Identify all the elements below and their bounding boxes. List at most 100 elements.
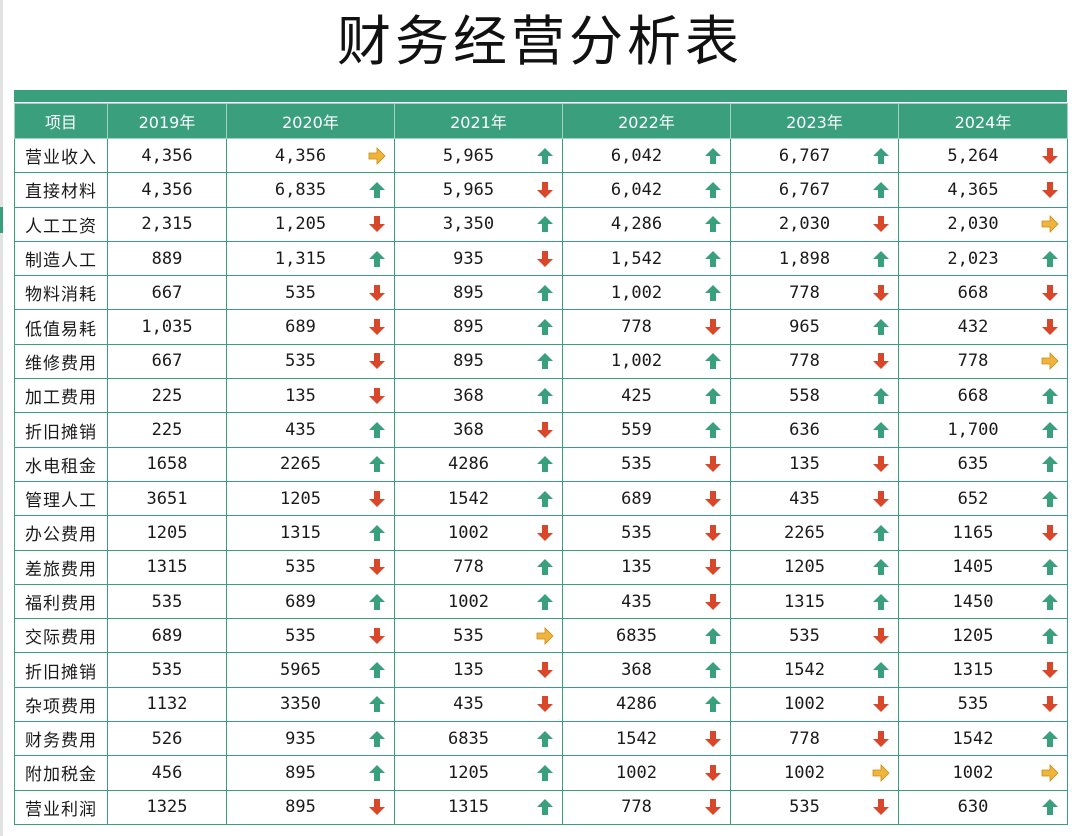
- cell-2019[interactable]: 1658: [107, 446, 227, 482]
- cell-2023[interactable]: 1315: [730, 583, 899, 620]
- cell-2019[interactable]: 4,356: [107, 172, 227, 208]
- cell-2023[interactable]: 535: [730, 789, 899, 825]
- cell-item[interactable]: 办公费用: [14, 515, 108, 551]
- cell-item[interactable]: 财务费用: [14, 721, 108, 757]
- cell-2021[interactable]: 5,965: [394, 172, 563, 208]
- cell-2024[interactable]: 630: [898, 789, 1068, 825]
- cell-2023[interactable]: 2,030: [730, 206, 899, 242]
- cell-2024[interactable]: 535: [898, 686, 1068, 723]
- cell-2020[interactable]: 689: [226, 583, 395, 620]
- cell-2021[interactable]: 6835: [394, 721, 563, 757]
- cell-item[interactable]: 营业收入: [14, 137, 108, 174]
- cell-2024[interactable]: 1405: [898, 549, 1068, 585]
- cell-2019[interactable]: 1325: [107, 789, 227, 825]
- cell-2023[interactable]: 778: [730, 343, 899, 380]
- cell-2019[interactable]: 667: [107, 275, 227, 311]
- cell-2019[interactable]: 2,315: [107, 206, 227, 242]
- cell-2024[interactable]: 4,365: [898, 172, 1068, 208]
- cell-2023[interactable]: 535: [730, 618, 899, 654]
- cell-item[interactable]: 直接材料: [14, 172, 108, 208]
- cell-2020[interactable]: 3350: [226, 686, 395, 723]
- cell-2019[interactable]: 889: [107, 240, 227, 277]
- cell-item[interactable]: 低值易耗: [14, 309, 108, 345]
- cell-2019[interactable]: 225: [107, 378, 227, 414]
- cell-2024[interactable]: 652: [898, 480, 1068, 517]
- cell-2020[interactable]: 4,356: [226, 137, 395, 174]
- cell-2023[interactable]: 1002: [730, 686, 899, 723]
- cell-2019[interactable]: 456: [107, 755, 227, 791]
- cell-2024[interactable]: 778: [898, 343, 1068, 380]
- cell-item[interactable]: 水电租金: [14, 446, 108, 482]
- cell-2020[interactable]: 1,315: [226, 240, 395, 277]
- header-item[interactable]: 项目: [14, 103, 108, 139]
- cell-2021[interactable]: 935: [394, 240, 563, 277]
- cell-2024[interactable]: 668: [898, 275, 1068, 311]
- cell-2022[interactable]: 1542: [562, 721, 731, 757]
- cell-2020[interactable]: 1315: [226, 515, 395, 551]
- cell-2023[interactable]: 778: [730, 275, 899, 311]
- cell-item[interactable]: 交际费用: [14, 618, 108, 654]
- cell-2019[interactable]: 1,035: [107, 309, 227, 345]
- cell-2023[interactable]: 6,767: [730, 137, 899, 174]
- cell-2020[interactable]: 135: [226, 378, 395, 414]
- cell-2020[interactable]: 535: [226, 343, 395, 380]
- cell-item[interactable]: 折旧摊销: [14, 652, 108, 688]
- cell-2021[interactable]: 1542: [394, 480, 563, 517]
- cell-item[interactable]: 营业利润: [14, 789, 108, 825]
- cell-2022[interactable]: 778: [562, 309, 731, 345]
- cell-2022[interactable]: 4,286: [562, 206, 731, 242]
- cell-2019[interactable]: 1315: [107, 549, 227, 585]
- cell-2022[interactable]: 1,542: [562, 240, 731, 277]
- cell-2024[interactable]: 1,700: [898, 412, 1068, 448]
- cell-2019[interactable]: 689: [107, 618, 227, 654]
- cell-2020[interactable]: 5965: [226, 652, 395, 688]
- cell-item[interactable]: 管理人工: [14, 480, 108, 517]
- cell-2022[interactable]: 689: [562, 480, 731, 517]
- cell-2020[interactable]: 1,205: [226, 206, 395, 242]
- cell-2021[interactable]: 535: [394, 618, 563, 654]
- cell-2021[interactable]: 5,965: [394, 137, 563, 174]
- cell-2021[interactable]: 1002: [394, 583, 563, 620]
- cell-2022[interactable]: 1002: [562, 755, 731, 791]
- cell-2020[interactable]: 935: [226, 721, 395, 757]
- cell-item[interactable]: 杂项费用: [14, 686, 108, 723]
- cell-2023[interactable]: 2265: [730, 515, 899, 551]
- cell-2019[interactable]: 4,356: [107, 137, 227, 174]
- cell-2020[interactable]: 535: [226, 549, 395, 585]
- cell-item[interactable]: 福利费用: [14, 583, 108, 620]
- cell-2020[interactable]: 6,835: [226, 172, 395, 208]
- cell-2019[interactable]: 1132: [107, 686, 227, 723]
- cell-item[interactable]: 人工工资: [14, 206, 108, 242]
- cell-2023[interactable]: 965: [730, 309, 899, 345]
- header-2019[interactable]: 2019年: [107, 103, 227, 139]
- cell-2021[interactable]: 1002: [394, 515, 563, 551]
- cell-2019[interactable]: 1205: [107, 515, 227, 551]
- cell-2024[interactable]: 2,023: [898, 240, 1068, 277]
- cell-2023[interactable]: 135: [730, 446, 899, 482]
- cell-2021[interactable]: 4286: [394, 446, 563, 482]
- cell-2022[interactable]: 6835: [562, 618, 731, 654]
- header-2024[interactable]: 2024年: [898, 103, 1068, 139]
- cell-item[interactable]: 差旅费用: [14, 549, 108, 585]
- cell-2021[interactable]: 3,350: [394, 206, 563, 242]
- cell-2023[interactable]: 6,767: [730, 172, 899, 208]
- cell-2022[interactable]: 778: [562, 789, 731, 825]
- cell-item[interactable]: 维修费用: [14, 343, 108, 380]
- cell-2020[interactable]: 535: [226, 618, 395, 654]
- cell-2024[interactable]: 1002: [898, 755, 1068, 791]
- cell-2023[interactable]: 558: [730, 378, 899, 414]
- cell-2020[interactable]: 895: [226, 789, 395, 825]
- cell-2020[interactable]: 1205: [226, 480, 395, 517]
- header-2022[interactable]: 2022年: [562, 103, 731, 139]
- cell-2021[interactable]: 368: [394, 412, 563, 448]
- cell-2021[interactable]: 135: [394, 652, 563, 688]
- cell-2021[interactable]: 895: [394, 275, 563, 311]
- cell-2022[interactable]: 1,002: [562, 275, 731, 311]
- cell-2024[interactable]: 1542: [898, 721, 1068, 757]
- cell-2020[interactable]: 895: [226, 755, 395, 791]
- header-2021[interactable]: 2021年: [394, 103, 563, 139]
- cell-2024[interactable]: 432: [898, 309, 1068, 345]
- cell-2024[interactable]: 1315: [898, 652, 1068, 688]
- cell-2022[interactable]: 535: [562, 515, 731, 551]
- header-2020[interactable]: 2020年: [226, 103, 395, 139]
